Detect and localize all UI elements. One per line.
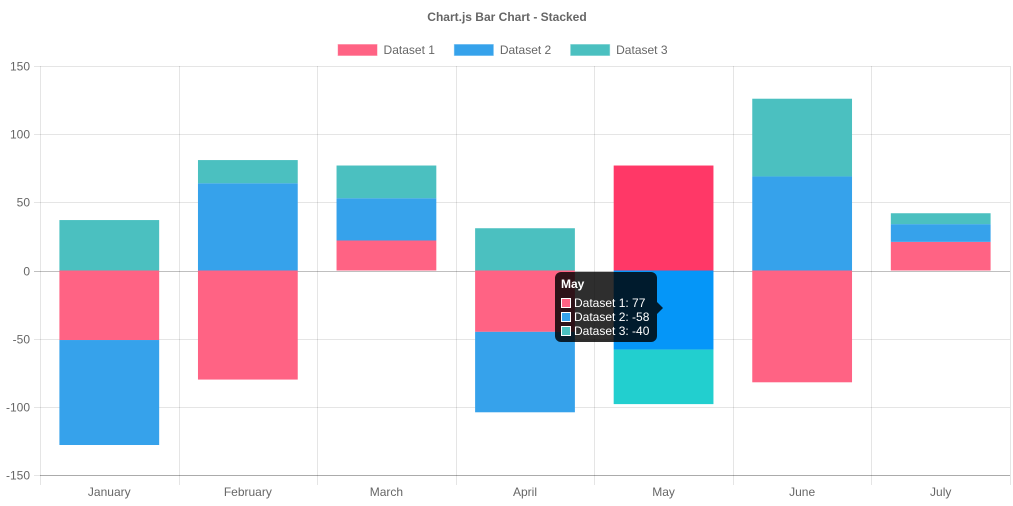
legend-label: Dataset 3 — [616, 43, 668, 57]
bar-dataset-1-may[interactable] — [613, 165, 714, 271]
x-axis: January February March April May June July — [88, 485, 951, 499]
bar-dataset-1-february[interactable] — [197, 270, 298, 380]
bar-dataset-1-march[interactable] — [336, 240, 437, 271]
tooltip-swatch-dataset-3 — [561, 326, 571, 336]
y-axis: 150 100 50 0 -50 -100 -150 — [6, 60, 30, 483]
bars[interactable] — [59, 98, 991, 446]
tooltip-row-dataset-2: Dataset 2: -58 — [561, 310, 651, 324]
bar-dataset-3-february[interactable] — [197, 160, 298, 184]
bar-dataset-3-june[interactable] — [752, 98, 853, 177]
bar-dataset-2-july[interactable] — [890, 224, 991, 242]
legend-label: Dataset 1 — [384, 43, 436, 57]
tooltip-row-dataset-1: Dataset 1: 77 — [561, 296, 651, 310]
legend-item-dataset-3[interactable]: Dataset 3 — [569, 43, 668, 57]
bar-dataset-2-march[interactable] — [336, 198, 437, 241]
legend-swatch — [453, 43, 495, 57]
tooltip-row-dataset-3: Dataset 3: -40 — [561, 324, 651, 338]
tooltip-swatch-dataset-1 — [561, 298, 571, 308]
bar-dataset-3-april[interactable] — [475, 228, 575, 271]
chart-title: Chart.js Bar Chart - Stacked — [427, 10, 586, 24]
x-tick-label: February — [224, 485, 272, 499]
y-tick-label: 50 — [17, 196, 31, 210]
bar-dataset-3-march[interactable] — [336, 165, 437, 199]
bar-dataset-2-june[interactable] — [752, 176, 853, 271]
x-tick-label: July — [930, 485, 951, 499]
legend[interactable]: Dataset 1 Dataset 2 Dataset 3 — [337, 43, 668, 57]
legend-item-dataset-1[interactable]: Dataset 1 — [337, 43, 436, 57]
bar-dataset-3-july[interactable] — [890, 213, 991, 225]
legend-label: Dataset 2 — [500, 43, 552, 57]
bar-dataset-2-january[interactable] — [59, 340, 160, 446]
bar-dataset-1-july[interactable] — [890, 241, 991, 271]
tooltip-title: May — [561, 277, 585, 291]
bar-dataset-1-june[interactable] — [752, 270, 853, 383]
y-tick-label: -100 — [6, 401, 30, 415]
tooltip-swatch-dataset-2 — [561, 312, 571, 322]
tooltip-row-label: Dataset 2: -58 — [574, 310, 650, 324]
x-tick-label: April — [513, 485, 537, 499]
bar-dataset-2-april[interactable] — [475, 331, 575, 413]
y-tick-label: 100 — [10, 128, 30, 142]
x-tick-label: June — [789, 485, 815, 499]
y-tick-label: -150 — [6, 469, 30, 483]
bar-dataset-3-may[interactable] — [613, 349, 714, 405]
legend-swatch — [337, 43, 379, 57]
tooltip-row-label: Dataset 3: -40 — [574, 324, 650, 338]
x-tick-label: May — [652, 485, 675, 499]
y-tick-label: 0 — [23, 265, 30, 279]
legend-item-dataset-2[interactable]: Dataset 2 — [453, 43, 552, 57]
legend-swatch — [569, 43, 611, 57]
bar-dataset-1-january[interactable] — [59, 270, 160, 341]
bar-dataset-3-january[interactable] — [59, 220, 160, 271]
y-tick-label: 150 — [10, 60, 30, 74]
tooltip: May Dataset 1: 77 Dataset 2: -58 Dataset… — [555, 272, 663, 342]
x-tick-label: January — [88, 485, 131, 499]
tooltip-row-label: Dataset 1: 77 — [574, 296, 646, 310]
bar-dataset-2-february[interactable] — [197, 183, 298, 271]
y-tick-label: -50 — [13, 333, 31, 347]
x-tick-label: March — [370, 485, 403, 499]
